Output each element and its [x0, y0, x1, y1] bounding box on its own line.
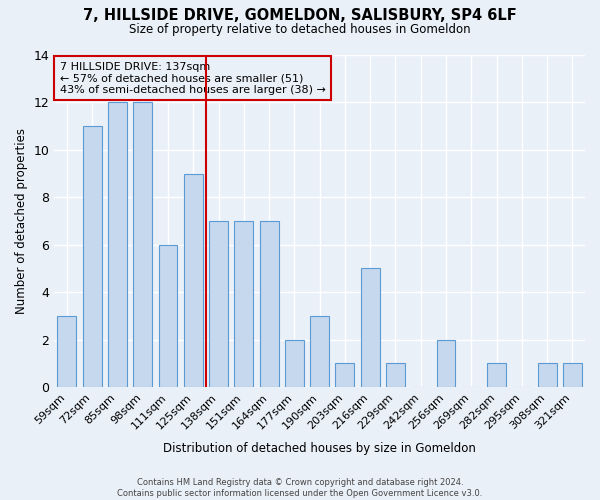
- Text: 7 HILLSIDE DRIVE: 137sqm
← 57% of detached houses are smaller (51)
43% of semi-d: 7 HILLSIDE DRIVE: 137sqm ← 57% of detach…: [59, 62, 325, 95]
- Bar: [437, 340, 455, 387]
- Bar: [335, 364, 355, 387]
- Bar: [108, 102, 127, 387]
- Text: Size of property relative to detached houses in Gomeldon: Size of property relative to detached ho…: [129, 22, 471, 36]
- Bar: [260, 221, 278, 387]
- Bar: [563, 364, 582, 387]
- Bar: [83, 126, 101, 387]
- Bar: [538, 364, 557, 387]
- Bar: [235, 221, 253, 387]
- Bar: [361, 268, 380, 387]
- Bar: [310, 316, 329, 387]
- Bar: [158, 244, 178, 387]
- Bar: [386, 364, 405, 387]
- Text: Contains HM Land Registry data © Crown copyright and database right 2024.
Contai: Contains HM Land Registry data © Crown c…: [118, 478, 482, 498]
- Bar: [58, 316, 76, 387]
- Bar: [184, 174, 203, 387]
- Bar: [133, 102, 152, 387]
- Y-axis label: Number of detached properties: Number of detached properties: [15, 128, 28, 314]
- Text: 7, HILLSIDE DRIVE, GOMELDON, SALISBURY, SP4 6LF: 7, HILLSIDE DRIVE, GOMELDON, SALISBURY, …: [83, 8, 517, 22]
- Bar: [285, 340, 304, 387]
- Bar: [487, 364, 506, 387]
- X-axis label: Distribution of detached houses by size in Gomeldon: Distribution of detached houses by size …: [163, 442, 476, 455]
- Bar: [209, 221, 228, 387]
